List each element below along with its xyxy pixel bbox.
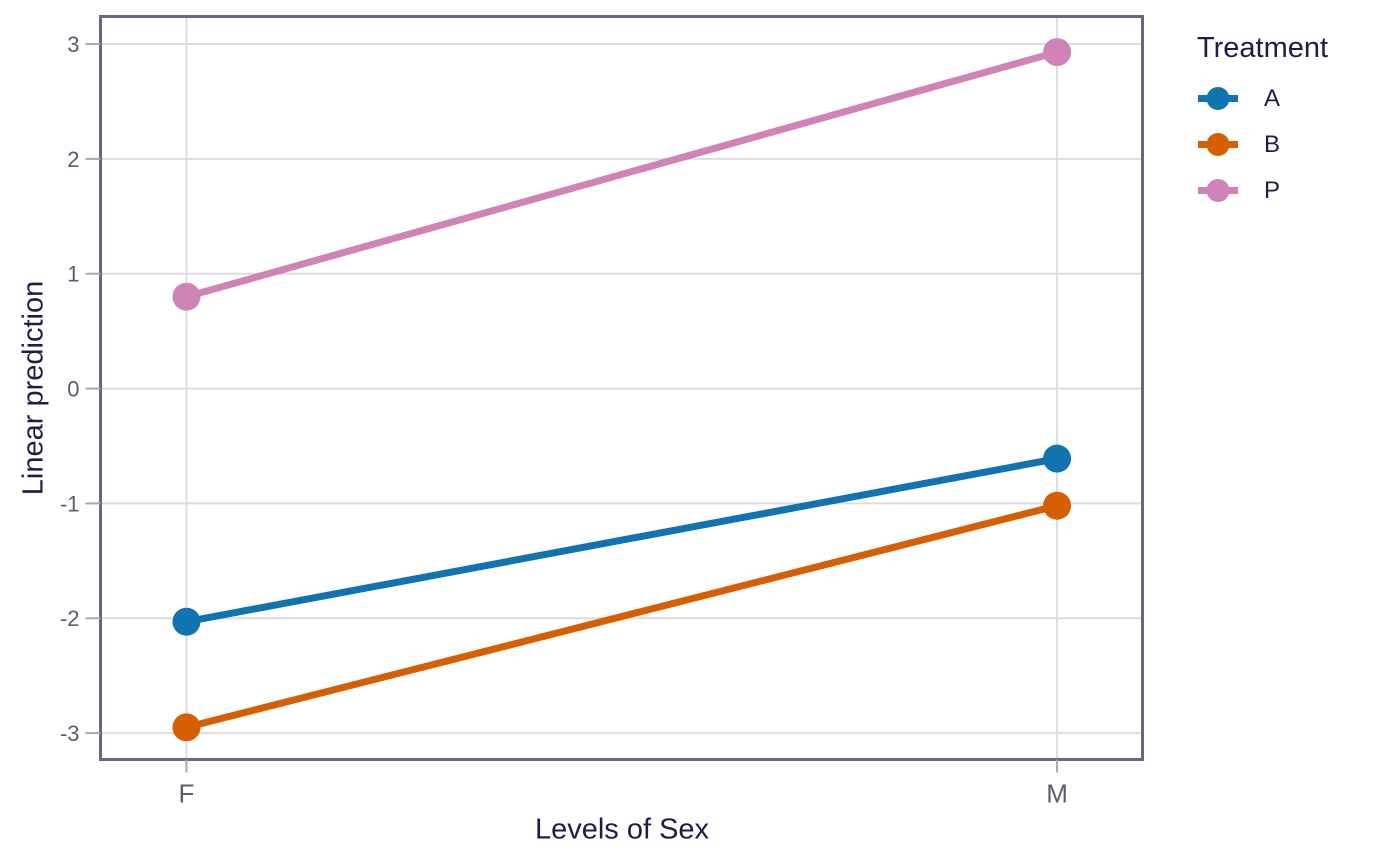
x-axis-title: Levels of Sex	[534, 813, 710, 846]
legend-marker-icon	[1198, 87, 1238, 110]
legend-marker-circle	[1206, 133, 1230, 156]
data-point-P-M	[1043, 38, 1072, 67]
series-line-B	[185, 502, 1058, 731]
legend-item-label: B	[1264, 130, 1281, 158]
y-tick-label: -3	[60, 721, 80, 746]
y-tick-label: 0	[67, 377, 79, 402]
legend-marker-circle	[1206, 87, 1230, 110]
data-point-A-M	[1043, 444, 1072, 473]
y-tick-label: 3	[67, 32, 79, 57]
legend-item-P: P	[1197, 177, 1328, 204]
x-tick-label: M	[1046, 779, 1068, 809]
legend-item-label: P	[1264, 176, 1281, 204]
y-tick-label: 2	[67, 147, 79, 172]
legend-item-A: A	[1197, 85, 1328, 112]
legend-title: Treatment	[1197, 32, 1329, 64]
y-tick-label: 1	[67, 262, 79, 287]
legend-marker-icon	[1198, 179, 1238, 202]
legend-marker-icon	[1198, 133, 1238, 156]
legend-item-B: B	[1197, 131, 1328, 158]
series-line-A	[185, 455, 1058, 626]
legend-item-label: A	[1264, 84, 1281, 112]
series-line-P	[185, 48, 1059, 301]
y-tick-label: -1	[60, 491, 80, 516]
data-point-B-M	[1043, 491, 1072, 520]
data-point-B-F	[172, 713, 201, 742]
legend-marker-circle	[1206, 179, 1230, 202]
y-tick-label: -2	[60, 606, 80, 631]
data-point-A-F	[172, 607, 201, 636]
data-point-P-F	[172, 282, 201, 311]
x-tick-label: F	[179, 779, 195, 809]
y-axis-title: Linear prediction	[17, 280, 50, 496]
